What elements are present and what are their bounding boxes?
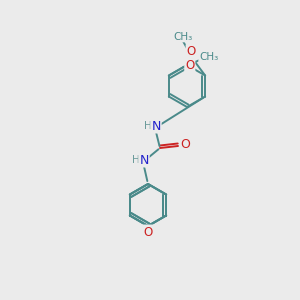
Text: CH₃: CH₃ (174, 32, 193, 41)
Text: O: O (185, 59, 194, 72)
Text: N: N (151, 119, 161, 133)
Text: H: H (132, 155, 140, 165)
Text: CH₃: CH₃ (199, 52, 218, 62)
Text: H: H (144, 121, 152, 131)
Text: O: O (180, 137, 190, 151)
Text: O: O (143, 226, 153, 238)
Text: N: N (139, 154, 149, 166)
Text: O: O (187, 45, 196, 58)
